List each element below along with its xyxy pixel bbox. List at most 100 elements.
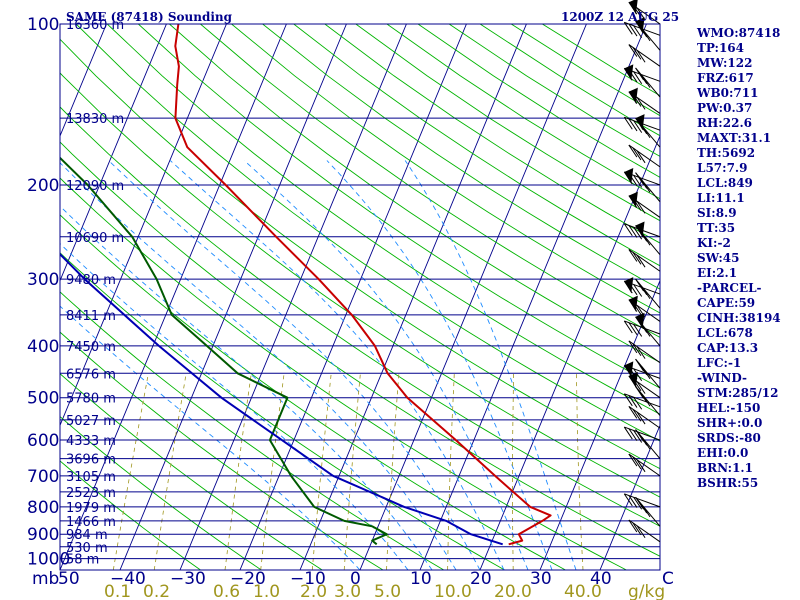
- height-label: 6576 m: [66, 367, 116, 382]
- dry-adiabat-line: [60, 214, 566, 570]
- isotherm-line: [599, 424, 660, 570]
- moist-adiabat-line: [169, 160, 505, 570]
- index-lfc: LFC:-1: [697, 356, 741, 370]
- corner-unit-label: mb: [32, 569, 59, 589]
- dry-adiabat-line: [293, 24, 660, 267]
- wind-barb: [623, 167, 661, 188]
- height-label: 13830 m: [66, 112, 124, 127]
- moist-adiabat-line: [60, 243, 409, 570]
- index-ei: EI:2.1: [697, 266, 737, 280]
- isotherm-line: [239, 24, 467, 570]
- index-lcl-parcel: LCL:678: [697, 326, 753, 340]
- isotherm-line: [479, 134, 660, 570]
- wind-barb: [623, 493, 661, 510]
- height-label: 5027 m: [66, 414, 116, 429]
- wind-barb: [635, 496, 661, 527]
- temperature-tick-label: 10: [410, 569, 432, 589]
- temperature-tick-label: 0: [350, 569, 361, 589]
- index-rh: RH:22.6: [697, 116, 752, 130]
- height-label: 16360 m: [66, 18, 124, 33]
- height-label: 4333 m: [66, 434, 116, 449]
- chart-time: 1200Z 12 AUG 25: [561, 10, 679, 24]
- profile-line-parcel: [60, 252, 504, 546]
- stability-indices-panel: WMO:87418 TP:164 MW:122 FRZ:617 WB0:711 …: [696, 26, 781, 490]
- wind-barb: [635, 172, 661, 203]
- index-cinh: CINH:38194: [697, 311, 781, 325]
- index-l57: L57:7.9: [697, 161, 747, 175]
- pressure-tick-label: 400: [27, 337, 59, 357]
- dry-adiabat-line: [60, 373, 323, 570]
- dry-adiabat-line: [60, 177, 627, 570]
- index-wmo: WMO:87418: [696, 26, 780, 40]
- temperature-tick-label: −40: [110, 569, 146, 589]
- index-stm: STM:285/12: [697, 386, 778, 400]
- profile-line-dewpoint: [60, 156, 388, 546]
- mixing-ratio-line: [153, 373, 187, 570]
- mixing-ratio-label: 5.0: [374, 582, 401, 600]
- temperature-tick-label: C: [662, 569, 674, 589]
- isotherm-line: [60, 24, 107, 138]
- height-label: 58 m: [66, 553, 99, 568]
- wind-barb: [635, 114, 661, 148]
- dry-adiabat-line: [60, 252, 505, 570]
- isotherm-line: [119, 24, 347, 570]
- sounding-profiles: [60, 24, 552, 546]
- plot-frame: [59, 23, 661, 571]
- chart-title: SAME (87418) Sounding: [66, 10, 233, 24]
- index-brn: BRN:1.1: [697, 461, 753, 475]
- moist-adiabat-line: [243, 160, 529, 570]
- index-sw: SW:45: [697, 251, 739, 265]
- dry-adiabat-line: [60, 460, 201, 570]
- index-shr: SHR+:0.0: [697, 416, 762, 430]
- mixing-ratio-label: 20.0: [494, 582, 532, 600]
- mixing-ratio-label: 0.1: [104, 582, 131, 600]
- mixing-ratio-line: [224, 373, 252, 570]
- parcel-section-header: -PARCEL-: [697, 281, 762, 295]
- wind-barb: [623, 426, 661, 443]
- index-si: SI:8.9: [697, 206, 737, 220]
- wind-section-header: -WIND-: [697, 371, 747, 385]
- temperature-tick-label: −10: [290, 569, 326, 589]
- temperature-tick-label: −20: [230, 569, 266, 589]
- dry-adiabat-line: [106, 24, 660, 415]
- wind-barb: [628, 249, 661, 272]
- index-srds: SRDS:-80: [697, 431, 761, 445]
- isotherm-line: [539, 279, 660, 570]
- index-maxt: MAXT:31.1: [697, 131, 771, 145]
- dry-adiabat-line: [75, 24, 660, 442]
- moist-adiabat-line: [60, 305, 361, 570]
- mixing-ratio-label: 2.0: [300, 582, 327, 600]
- index-frz: FRZ:617: [697, 71, 754, 85]
- temperature-tick-label: 50: [58, 569, 80, 589]
- height-label: 1466 m: [66, 515, 116, 530]
- wind-barb: [628, 44, 661, 67]
- temperature-tick-label: 20: [470, 569, 492, 589]
- wind-barb: [628, 371, 661, 399]
- dry-adiabat-line: [169, 24, 660, 363]
- pressure-tick-label: 800: [27, 498, 59, 518]
- height-label: 1979 m: [66, 501, 116, 516]
- dry-adiabat-line: [137, 24, 660, 389]
- temperature-tick-label: 30: [530, 569, 552, 589]
- wind-barb: [635, 429, 661, 459]
- mixing-ratio-line: [343, 373, 361, 570]
- moist-adiabat-line: [404, 160, 577, 570]
- dry-adiabat-line: [60, 72, 660, 498]
- mixing-ratio-label: 3.0: [334, 582, 361, 600]
- mixing-ratio-line: [311, 373, 332, 570]
- height-label: 9480 m: [66, 273, 116, 288]
- mixing-ratio-label: 10.0: [434, 582, 472, 600]
- height-label: 7450 m: [66, 340, 116, 355]
- index-ehi: EHI:0.0: [697, 446, 748, 460]
- wind-barb: [635, 312, 661, 347]
- dry-adiabat-line: [60, 331, 384, 570]
- mixing-ratio-label: g/kg: [628, 582, 665, 600]
- dry-adiabat-line: [231, 24, 660, 314]
- pressure-tick-label: 100: [27, 15, 59, 35]
- height-label: 5780 m: [66, 392, 116, 407]
- wind-barb: [635, 386, 661, 416]
- index-bshr: BSHR:55: [697, 476, 758, 490]
- index-cape: CAPE:59: [697, 296, 755, 310]
